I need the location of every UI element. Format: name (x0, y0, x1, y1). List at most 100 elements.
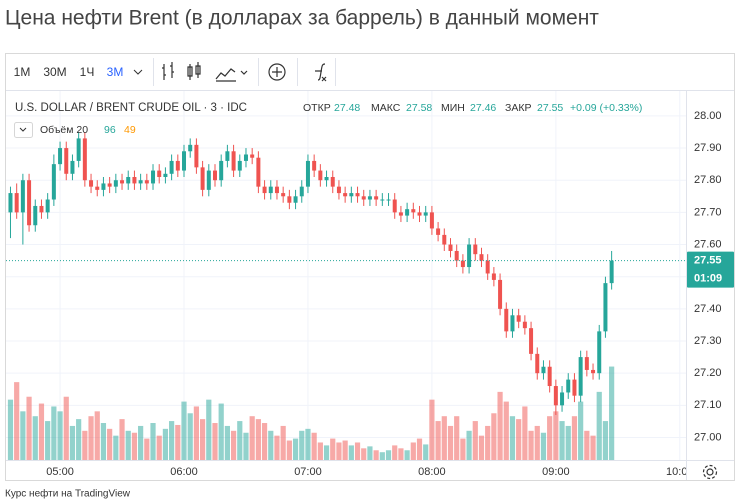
candle-body (597, 331, 602, 374)
volume-bar (398, 448, 404, 460)
volume-bar (367, 446, 373, 460)
y-tick-label: 27.20 (694, 367, 722, 379)
candle-body (566, 379, 571, 393)
close-value: 27.55 (537, 102, 563, 114)
volume-bar (88, 416, 94, 460)
candle-body (39, 205, 44, 213)
volume-bar (330, 438, 336, 460)
candle-body (529, 328, 534, 354)
candle-body (560, 392, 565, 406)
candle-body (411, 209, 416, 213)
candle-body (287, 196, 292, 203)
volume-bar (392, 445, 398, 460)
candle-body (194, 144, 199, 168)
candle-body (305, 160, 310, 187)
volume-bar (32, 416, 38, 460)
volume-bar (342, 440, 348, 460)
candle-body (262, 186, 267, 194)
candle-body (423, 212, 428, 216)
candle-body (417, 212, 422, 216)
volume-bar (373, 450, 379, 460)
candle-body (163, 173, 168, 178)
volume-bar (63, 396, 69, 460)
interval-button[interactable]: 30M (43, 65, 66, 79)
candle-body (330, 177, 335, 187)
candle-body (243, 154, 248, 161)
volume-bar (602, 421, 609, 460)
interval-button[interactable]: 3M (107, 65, 124, 79)
volume-bar (268, 430, 274, 460)
volume-toggle-icon (19, 127, 27, 132)
countdown: 01:09 (694, 273, 722, 285)
candle-body (212, 170, 217, 181)
candle-body (76, 138, 81, 161)
candle-body (343, 193, 348, 197)
candle-body (70, 160, 75, 174)
volume-bar (249, 416, 255, 460)
candle-body (448, 244, 453, 251)
candle-body (82, 138, 87, 181)
candle-body (324, 177, 329, 181)
volume-bar (472, 421, 478, 460)
legend: U.S. DOLLAR / BRENT CRUDE OIL · 3 · IDC … (14, 102, 642, 138)
candle-body (436, 228, 441, 235)
y-tick-label: 27.40 (694, 303, 722, 315)
candle-body (250, 154, 255, 158)
volume-bar (317, 442, 323, 460)
volume-bar (503, 401, 509, 460)
volume-bar (274, 435, 280, 460)
candle-body (535, 353, 540, 374)
volume-bar (410, 442, 416, 460)
volume-bar (243, 432, 249, 460)
volume-bar (299, 430, 305, 460)
plot (6, 131, 686, 460)
candle-body (361, 196, 366, 200)
volume-bar (522, 406, 528, 460)
candle-body (200, 167, 205, 190)
volume-bar (113, 435, 119, 460)
candle-body (157, 170, 162, 178)
high-label: МАКС (371, 102, 401, 114)
settings-icon[interactable] (702, 464, 718, 480)
candle-body (151, 170, 156, 184)
candle-body (572, 379, 577, 396)
volume-bar (131, 432, 138, 460)
high-value: 27.58 (406, 102, 432, 114)
x-tick-label: 10:00 (666, 466, 694, 478)
interval-button[interactable]: 1Ч (80, 65, 95, 79)
volume-bar (261, 423, 268, 460)
volume-bar (485, 425, 491, 460)
candle-body (113, 180, 118, 187)
x-tick-label: 08:00 (418, 466, 446, 478)
x-tick-label: 09:00 (542, 466, 570, 478)
volume-bar (162, 428, 169, 460)
candle-body (442, 234, 447, 245)
x-tick-label: 06:00 (170, 466, 198, 478)
volume-bar (193, 406, 200, 460)
chart-frame (5, 53, 735, 481)
y-tick-label: 27.00 (694, 431, 722, 443)
candle-body (169, 160, 174, 174)
candle-body (33, 205, 38, 226)
candle-body (454, 250, 459, 261)
toolbar: 1M 30M 1Ч 3M (14, 65, 124, 79)
candle-body (51, 164, 56, 200)
interval-button[interactable]: 1M (14, 65, 31, 79)
candle-body (609, 260, 614, 284)
volume-bar (590, 435, 596, 460)
volume-bar (509, 416, 516, 460)
candle-body (20, 180, 25, 213)
volume-bar (14, 382, 20, 460)
candle-body (14, 193, 19, 213)
low-value: 27.46 (470, 102, 496, 114)
chart-type-icons[interactable] (162, 62, 327, 82)
volume-bar (100, 423, 107, 460)
volume-bar (280, 425, 286, 460)
volume-bar (571, 416, 578, 460)
candle-body (126, 177, 131, 184)
interval-dropdown[interactable] (133, 69, 143, 75)
candle-body (101, 183, 106, 190)
volume-bar (156, 435, 162, 460)
candle-body (8, 193, 13, 213)
